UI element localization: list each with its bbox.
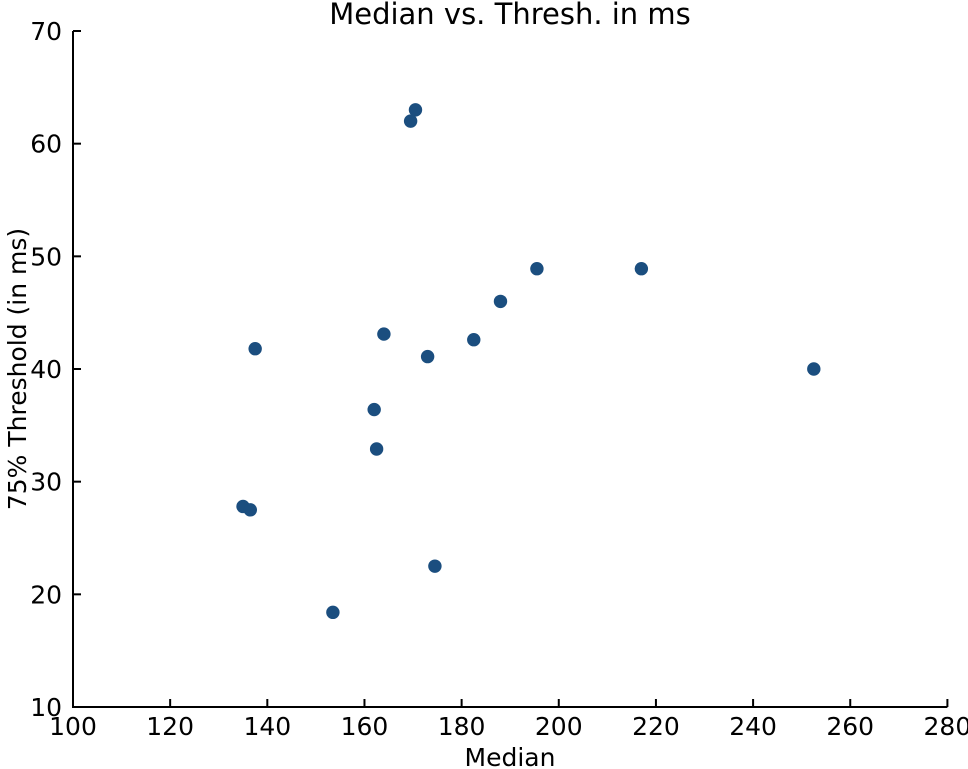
y-axis-label: 75% Threshold (in ms) <box>3 228 32 510</box>
data-point <box>377 327 391 341</box>
y-tick-label: 10 <box>30 693 62 722</box>
data-point <box>243 503 258 517</box>
data-point <box>367 402 381 417</box>
data-point <box>467 333 481 347</box>
data-point <box>369 442 384 456</box>
y-tick-label: 30 <box>30 468 62 497</box>
y-tick-label: 20 <box>30 580 62 609</box>
data-point <box>634 262 649 276</box>
x-tick-label: 220 <box>632 712 680 741</box>
x-tick-label: 280 <box>924 712 968 741</box>
y-tick-label: 60 <box>30 130 62 159</box>
data-point <box>428 559 442 573</box>
data-point <box>530 262 544 276</box>
data-point <box>493 294 508 309</box>
x-tick-label: 120 <box>146 712 194 741</box>
x-tick-label: 240 <box>729 712 777 741</box>
data-point <box>326 605 340 620</box>
x-axis-label: Median <box>465 743 556 769</box>
x-tick-label: 160 <box>341 712 389 741</box>
data-point <box>807 362 821 376</box>
data-point <box>408 103 423 117</box>
x-tick-label: 200 <box>535 712 583 741</box>
data-point <box>420 349 435 364</box>
data-point <box>248 342 262 356</box>
chart-title: Median vs. Thresh. in ms <box>329 0 691 31</box>
y-tick-label: 40 <box>30 355 62 384</box>
y-tick-label: 50 <box>30 242 62 271</box>
y-tick-label: 70 <box>30 17 62 46</box>
points-layer <box>236 103 821 620</box>
x-tick-label: 100 <box>49 712 97 741</box>
data-point <box>403 114 418 128</box>
x-tick-label: 180 <box>438 712 486 741</box>
x-tick-label: 140 <box>243 712 291 741</box>
axes-layer: 100 120 140 160 180 200 220 240 260 280 10 20 30 40 50… <box>30 17 968 741</box>
x-tick-label: 260 <box>826 712 874 741</box>
